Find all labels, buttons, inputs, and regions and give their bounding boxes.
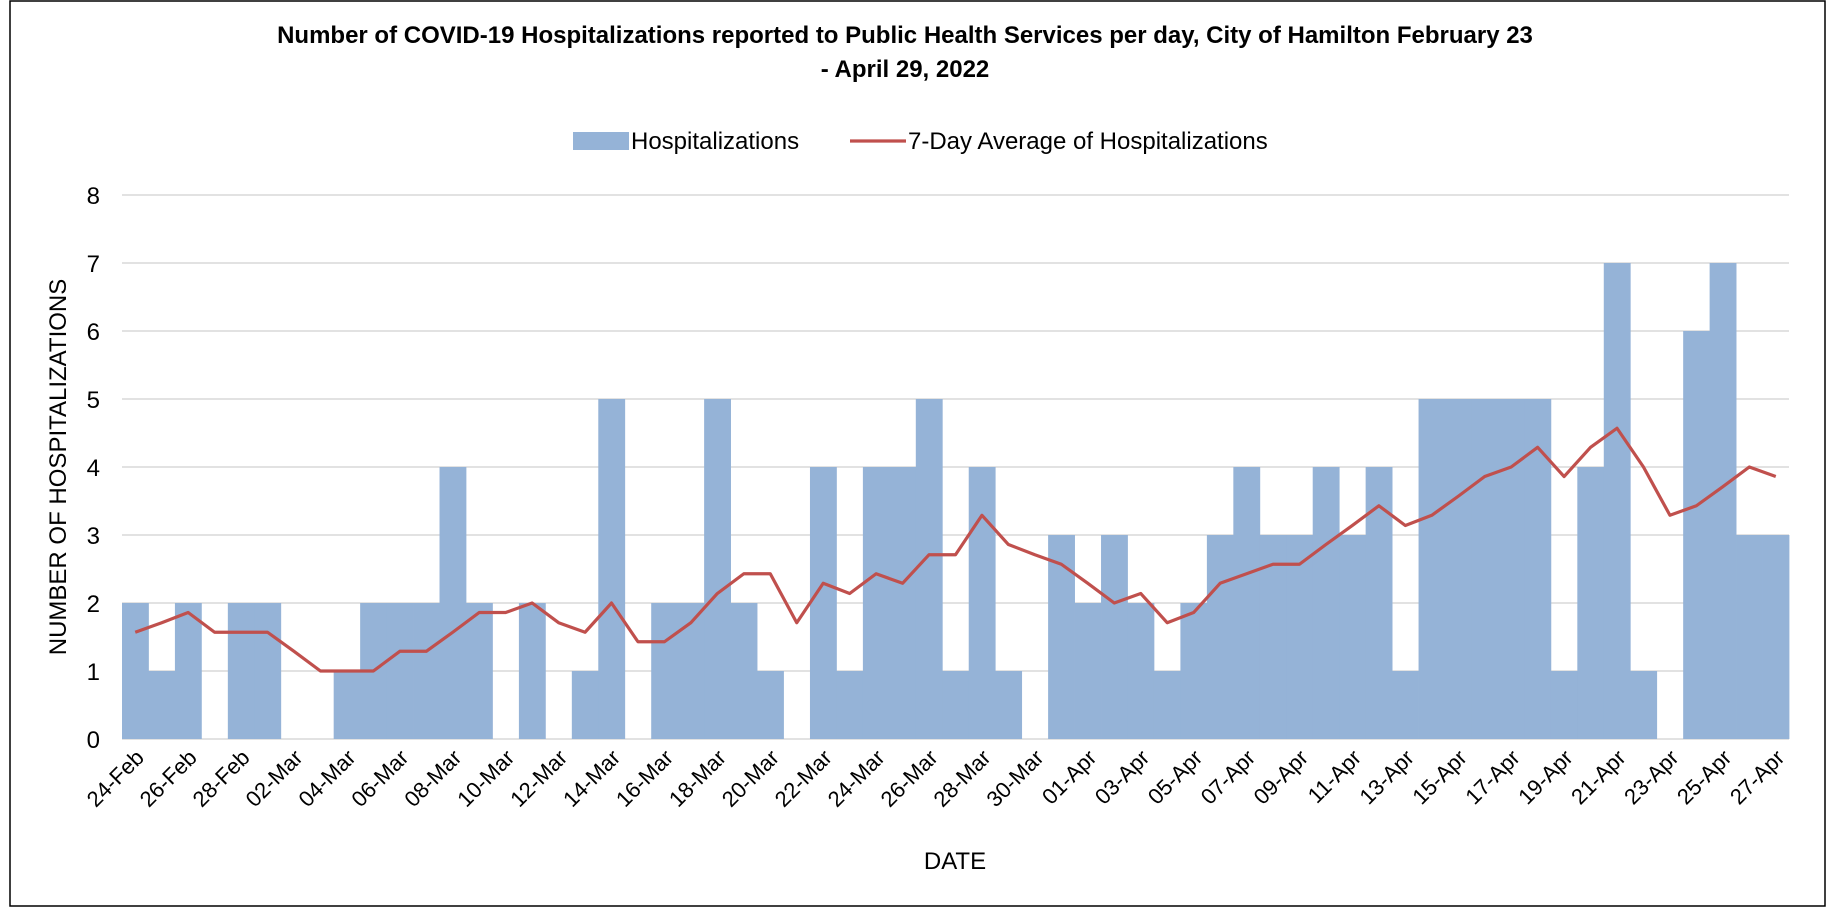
bar <box>1101 535 1128 739</box>
bar <box>1630 671 1658 739</box>
bar <box>1418 399 1446 739</box>
bar <box>122 603 149 739</box>
bar <box>1286 535 1314 739</box>
y-tick-label: 7 <box>87 251 100 278</box>
bar <box>889 467 917 739</box>
bar <box>1736 535 1763 739</box>
bar <box>598 399 626 739</box>
legend-label: Hospitalizations <box>631 128 799 155</box>
bar <box>651 603 679 739</box>
bar <box>995 671 1023 739</box>
bar <box>386 603 414 739</box>
bar <box>942 671 970 739</box>
bar <box>254 603 282 739</box>
chart-title: - April 29, 2022 <box>821 56 990 83</box>
y-tick-label: 5 <box>87 387 100 414</box>
y-tick-label: 8 <box>87 183 100 210</box>
bar <box>1127 603 1155 739</box>
bar <box>1683 331 1711 739</box>
y-tick-label: 3 <box>87 523 100 550</box>
bar <box>1074 603 1102 739</box>
bar <box>518 603 546 739</box>
bar <box>968 467 996 739</box>
bar <box>148 671 176 739</box>
x-axis-label: DATE <box>924 848 986 875</box>
bar <box>836 671 864 739</box>
y-tick-label: 2 <box>87 591 100 618</box>
bar <box>915 399 943 739</box>
bar <box>1206 535 1234 739</box>
y-axis-label: NUMBER OF HOSPITALIZATIONS <box>45 279 72 655</box>
bar <box>1762 535 1790 739</box>
bar <box>1233 467 1261 739</box>
bar <box>1180 603 1208 739</box>
bar <box>1153 671 1181 739</box>
y-tick-label: 4 <box>87 455 100 482</box>
y-tick-label: 0 <box>87 727 100 754</box>
bar <box>413 603 440 739</box>
bar <box>1577 467 1605 739</box>
bar <box>1445 399 1472 739</box>
bar <box>704 399 731 739</box>
bar <box>174 603 202 739</box>
bar <box>1392 671 1419 739</box>
bar <box>862 467 890 739</box>
bar <box>1312 467 1340 739</box>
bar <box>1524 399 1552 739</box>
bar <box>1339 535 1367 739</box>
bar <box>1497 399 1525 739</box>
bar <box>809 467 837 739</box>
bar <box>730 603 758 739</box>
legend-label: 7-Day Average of Hospitalizations <box>908 128 1268 155</box>
bar <box>1603 263 1631 739</box>
y-tick-label: 1 <box>87 659 100 686</box>
y-tick-label: 6 <box>87 319 100 346</box>
chart-title: Number of COVID-19 Hospitalizations repo… <box>277 22 1533 49</box>
bar <box>757 671 784 739</box>
bar <box>465 603 493 739</box>
bar <box>333 671 361 739</box>
line <box>134 426 1777 673</box>
legend-swatch <box>573 132 629 150</box>
bar <box>439 467 467 739</box>
bar <box>1471 399 1499 739</box>
bar <box>571 671 599 739</box>
bar <box>1550 671 1578 739</box>
bar <box>227 603 255 739</box>
bar <box>677 603 705 739</box>
bar <box>1709 263 1737 739</box>
